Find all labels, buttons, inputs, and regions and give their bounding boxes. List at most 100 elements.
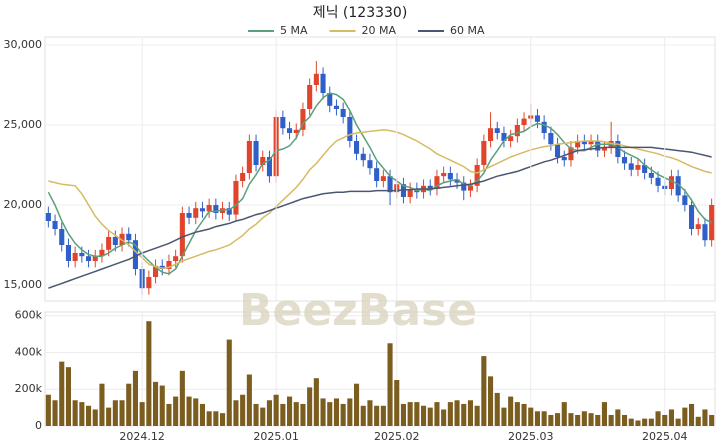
candle-body <box>521 118 527 125</box>
candle-body <box>441 173 447 177</box>
volume-bar <box>65 367 71 426</box>
candle-body <box>595 141 601 151</box>
candle-body <box>575 141 581 148</box>
volume-bar <box>508 396 514 426</box>
volume-bar <box>561 402 567 426</box>
x-tick-label: 2025.03 <box>508 430 554 443</box>
volume-bar <box>414 402 420 426</box>
candle-body <box>65 245 71 261</box>
candle-body <box>327 93 333 106</box>
y-tick-label: 25,000 <box>4 118 43 131</box>
volume-bar <box>481 356 487 426</box>
volume-bar <box>575 414 581 426</box>
candle-body <box>367 160 373 169</box>
ma-line <box>47 92 712 275</box>
candle-body <box>622 157 628 164</box>
candle-body <box>548 133 554 145</box>
volume-bar <box>139 402 145 426</box>
candle-body <box>588 141 594 145</box>
volume-bar <box>434 402 440 426</box>
volume-bar <box>454 400 460 426</box>
candle-body <box>407 189 413 197</box>
volume-bar <box>601 402 607 426</box>
candle-body <box>287 128 293 133</box>
candle-body <box>106 237 112 250</box>
x-tick-label: 2024.12 <box>119 430 165 443</box>
candle-body <box>374 168 380 181</box>
volume-bar <box>421 405 427 426</box>
candle-body <box>186 213 192 218</box>
volume-bar <box>642 418 648 426</box>
candle-body <box>635 165 641 170</box>
candle-body <box>246 141 252 173</box>
candle-body <box>655 177 661 186</box>
volume-bar <box>400 403 406 426</box>
volume-bar <box>675 418 681 426</box>
volume-bar <box>374 405 380 426</box>
candle-body <box>233 181 239 215</box>
volume-bar <box>213 411 219 426</box>
volume-bar <box>186 396 192 426</box>
volume-bar <box>146 321 152 426</box>
watermark: BeezBase <box>239 285 477 336</box>
volume-bar <box>52 400 58 426</box>
volume-bar <box>380 405 386 426</box>
candle-body <box>99 249 105 257</box>
candle-body <box>333 105 339 109</box>
volume-bar <box>488 376 494 426</box>
volume-bar <box>173 396 179 426</box>
y-tick-label: 20,000 <box>4 198 43 211</box>
volume-bar <box>655 411 661 426</box>
candle-body <box>555 144 561 157</box>
volume-bar <box>427 407 433 426</box>
candle-body <box>159 265 165 269</box>
candle-body <box>481 141 487 165</box>
volume-bar <box>340 403 346 426</box>
volume-bar <box>86 405 92 426</box>
candle-body <box>52 221 58 229</box>
volume-bar <box>347 398 353 426</box>
legend-label: 5 MA <box>280 24 308 37</box>
volume-bar <box>521 403 527 426</box>
candle-body <box>695 224 701 229</box>
candle-body <box>508 136 514 141</box>
candle-body <box>648 173 654 178</box>
volume-bar <box>126 383 132 426</box>
candle-body <box>340 109 346 117</box>
volume-bar <box>628 418 634 426</box>
candle-body <box>461 182 467 191</box>
candle-body <box>280 117 286 129</box>
candle-body <box>307 85 313 109</box>
volume-bar <box>534 411 540 426</box>
candle-body <box>467 185 473 191</box>
candle-body <box>166 261 172 269</box>
volume-bar <box>360 405 366 426</box>
candle-body <box>400 184 406 197</box>
y-tick-label: 400k <box>15 345 43 358</box>
candle-body <box>313 73 319 85</box>
volume-bar <box>240 394 246 426</box>
volume-bar <box>367 400 373 426</box>
candle-body <box>709 205 715 241</box>
volume-bar <box>387 343 393 426</box>
volume-bar <box>541 411 547 426</box>
volume-bar <box>92 409 98 426</box>
volume-bar <box>179 370 185 426</box>
volume-bar <box>266 400 272 426</box>
candle-body <box>173 256 179 261</box>
candle-body <box>494 128 500 133</box>
x-tick-label: 2025.04 <box>642 430 688 443</box>
volume-bar <box>300 403 306 426</box>
candle-body <box>347 117 353 141</box>
candle-body <box>534 115 540 122</box>
panel-frame <box>44 36 716 302</box>
candle-body <box>72 253 78 261</box>
candle-body <box>146 277 152 289</box>
candle-body <box>668 176 674 189</box>
volume-bar <box>662 414 668 426</box>
volume-bar <box>394 380 400 426</box>
volume-bar <box>253 403 259 426</box>
volume-bar <box>206 411 212 426</box>
volume-bar <box>682 407 688 426</box>
volume-bar <box>501 407 507 426</box>
